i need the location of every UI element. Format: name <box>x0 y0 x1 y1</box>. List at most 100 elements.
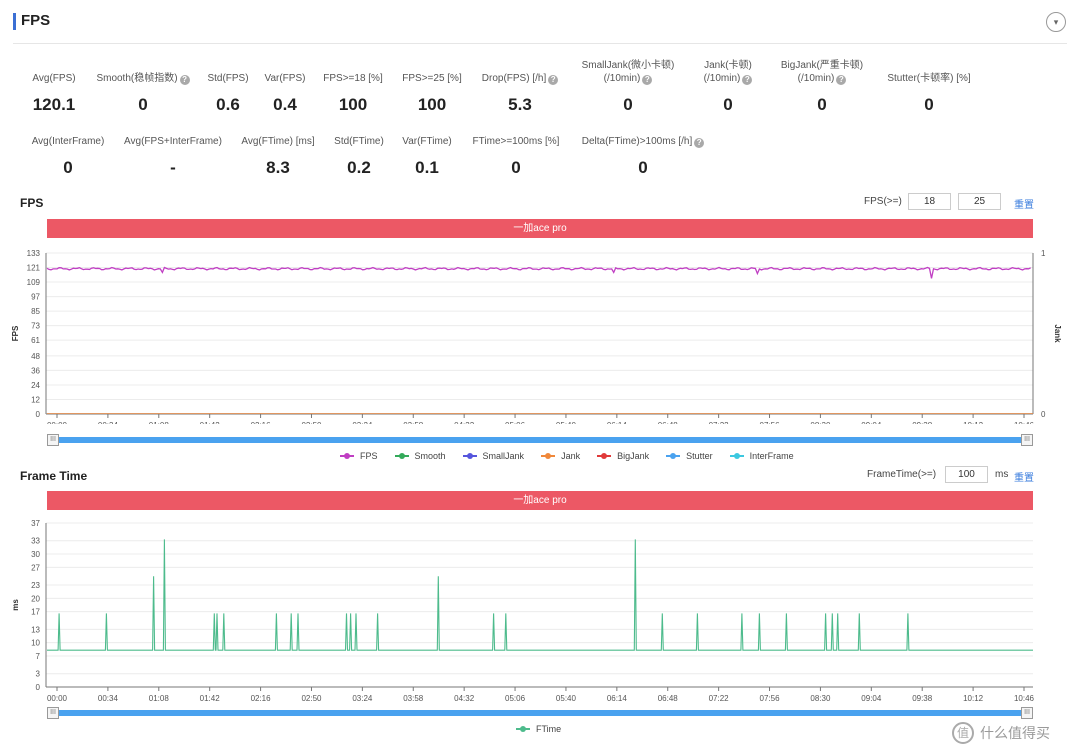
legend-marker <box>597 453 612 459</box>
x-tick-label: 00:00 <box>47 421 68 424</box>
frametime-reset-link[interactable]: 重置 <box>1014 473 1034 484</box>
frametime-threshold-label: FrameTime(>=) <box>867 469 937 480</box>
slider-handle-right[interactable]: III <box>1021 707 1033 719</box>
legend-label: InterFrame <box>749 451 794 461</box>
y-tick-label: 36 <box>31 366 40 375</box>
watermark-text: 什么值得买 <box>980 725 1050 741</box>
x-tick-label: 10:46 <box>1014 421 1035 424</box>
legend-item-jank[interactable]: Jank <box>541 451 580 461</box>
y-tick-label: 24 <box>31 381 40 390</box>
stat-value: 0.6 <box>216 95 240 114</box>
x-tick-label: 06:14 <box>607 694 628 703</box>
y-tick-label: 133 <box>27 249 41 258</box>
y-tick-label: 33 <box>31 537 40 546</box>
help-icon[interactable]: ? <box>642 75 653 85</box>
x-tick-label: 01:08 <box>149 694 170 703</box>
x-tick-label: 08:30 <box>810 421 831 424</box>
legend-item-interframe[interactable]: InterFrame <box>729 451 794 461</box>
stat-label: FPS>=25 [%] <box>402 73 462 84</box>
slider-track[interactable] <box>47 437 1033 443</box>
frametime-range-slider[interactable]: III III <box>47 707 1033 719</box>
stat-var-fps: Var(FPS) 0.4 <box>262 72 308 115</box>
legend-item-smalljank[interactable]: SmallJank <box>462 451 524 461</box>
x-tick-label: 07:22 <box>709 421 730 424</box>
stat-value: 0 <box>723 95 733 114</box>
x-tick-label: 05:40 <box>556 421 577 424</box>
legend-item-fps[interactable]: FPS <box>340 451 378 461</box>
legend-label: Jank <box>561 451 581 461</box>
x-tick-label: 09:04 <box>861 694 882 703</box>
y-axis-label: ms <box>11 599 20 611</box>
stat-delta-ftime: Delta(FTime)>100ms [/h]? 0 <box>576 135 710 178</box>
x-tick-label: 05:40 <box>556 694 577 703</box>
y-tick-label: 0 <box>36 410 41 419</box>
stat-label: Delta(FTime)>100ms [/h] <box>581 136 693 147</box>
fps-series-line <box>46 266 1031 279</box>
help-icon[interactable]: ? <box>694 138 705 148</box>
stat-label: FPS>=18 [%] <box>323 73 383 84</box>
legend-marker <box>516 726 530 732</box>
y-tick-label: 109 <box>27 278 41 287</box>
legend-item-ftime[interactable]: FTime <box>516 724 561 734</box>
x-tick-label: 00:00 <box>47 694 68 703</box>
help-icon[interactable]: ? <box>179 75 190 85</box>
legend-item-smooth[interactable]: Smooth <box>394 451 446 461</box>
x-tick-label: 03:24 <box>352 421 373 424</box>
x-tick-label: 05:06 <box>505 421 526 424</box>
x-tick-label: 10:46 <box>1014 694 1035 703</box>
fps-range-slider[interactable]: III III <box>47 434 1033 446</box>
legend-item-bigjank[interactable]: BigJank <box>597 451 649 461</box>
legend-item-stutter[interactable]: Stutter <box>666 451 713 461</box>
help-icon[interactable]: ? <box>836 75 847 85</box>
y2-axis-label: Jank <box>1053 324 1062 343</box>
fps-threshold-input-b[interactable]: 25 <box>958 193 1001 210</box>
y2-tick-label: 1 <box>1041 249 1046 258</box>
frametime-section-title: Frame Time <box>20 469 88 483</box>
stat-value: 100 <box>338 95 368 114</box>
slider-handle-right[interactable]: III <box>1021 434 1033 446</box>
stat-value: 100 <box>417 95 447 114</box>
x-tick-label: 02:50 <box>301 694 322 703</box>
stat-var-ftime: Var(FTime) 0.1 <box>398 135 456 178</box>
collapse-toggle-icon[interactable]: ▾ <box>1046 12 1066 32</box>
help-icon[interactable]: ? <box>548 75 559 85</box>
fps-legend: FPS Smooth SmallJank Jank BigJank Stutte… <box>340 451 811 461</box>
stat-label: Avg(InterFrame) <box>31 136 105 147</box>
stat-label: BigJank(严重卡顿) <box>780 60 864 71</box>
x-tick-label: 05:06 <box>505 694 526 703</box>
y-tick-label: 13 <box>31 625 40 634</box>
stat-avg-interframe: Avg(InterFrame) 0 <box>26 135 110 178</box>
x-tick-label: 08:30 <box>810 694 831 703</box>
x-tick-label: 02:50 <box>301 421 322 424</box>
fps-reset-link[interactable]: 重置 <box>1014 200 1034 211</box>
title-accent-bar <box>13 13 16 30</box>
x-tick-label: 07:22 <box>709 694 730 703</box>
stat-label: Smooth(稳帧指数) <box>96 73 178 84</box>
fps-threshold-input-a[interactable]: 18 <box>908 193 951 210</box>
y-tick-label: 20 <box>31 594 40 603</box>
legend-marker <box>340 453 354 459</box>
y-tick-label: 30 <box>31 550 40 559</box>
stat-bigjank: BigJank(严重卡顿) (/10min)? 0 <box>770 59 874 115</box>
stat-fps-18: FPS>=18 [%] 100 <box>319 72 387 115</box>
legend-label: BigJank <box>617 451 650 461</box>
page-title: FPS <box>21 12 51 29</box>
fps-device-bar: 一加ace pro <box>47 219 1033 238</box>
x-tick-label: 09:38 <box>912 421 933 424</box>
stat-stutter: Stutter(卡顿率) [%] 0 <box>880 72 978 115</box>
stat-label: Avg(FPS+InterFrame) <box>124 136 222 147</box>
slider-handle-left[interactable]: III <box>47 434 59 446</box>
frametime-threshold-input[interactable]: 100 <box>945 466 988 483</box>
stat-value: 0.4 <box>273 95 297 114</box>
stat-label: Drop(FPS) [/h] <box>481 73 547 84</box>
legend-marker <box>394 453 409 459</box>
legend-marker <box>541 453 556 459</box>
y-tick-label: 48 <box>31 352 40 361</box>
frametime-device-bar: 一加ace pro <box>47 491 1033 510</box>
help-icon[interactable]: ? <box>742 75 753 85</box>
slider-track[interactable] <box>47 710 1033 716</box>
stat-drop-fps: Drop(FPS) [/h]? 5.3 <box>477 72 563 115</box>
stat-value: 0 <box>511 158 521 177</box>
slider-handle-left[interactable]: III <box>47 707 59 719</box>
stat-label: Avg(FTime) [ms] <box>241 136 315 147</box>
